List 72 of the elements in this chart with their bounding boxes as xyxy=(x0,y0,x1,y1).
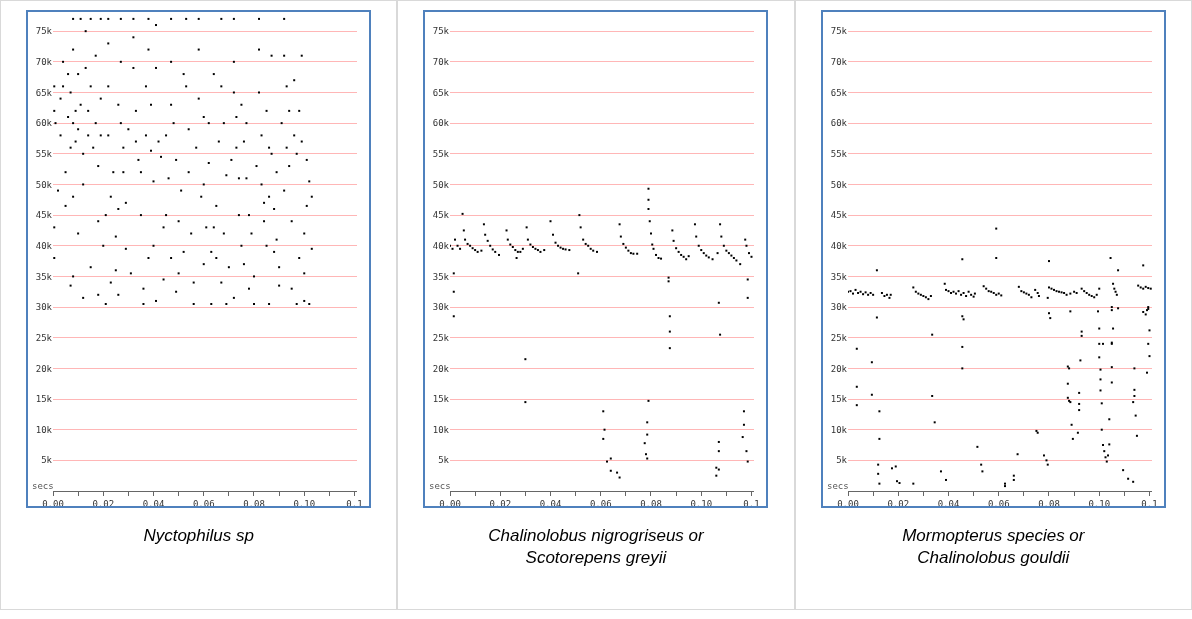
x-tick-label: 0.1 xyxy=(346,498,363,509)
y-tick-label: 35k xyxy=(35,271,53,282)
y-tick-label: 50k xyxy=(830,179,848,190)
y-tick-label: 50k xyxy=(433,179,450,190)
y-tick-label: 20k xyxy=(433,363,450,374)
y-tick-label: 30k xyxy=(433,302,450,313)
y-tick-label: 40k xyxy=(433,240,450,251)
x-tick-label: 0.06 xyxy=(987,498,1010,509)
y-tick-label: 60k xyxy=(433,118,450,129)
y-tick-label: 45k xyxy=(830,210,848,221)
y-tick-label: 25k xyxy=(433,332,450,343)
x-tick-label: 0.00 xyxy=(836,498,859,509)
y-tick-label: 60k xyxy=(830,118,848,129)
x-axis-title: secs xyxy=(826,481,849,491)
x-tick-label: 0.10 xyxy=(690,498,713,509)
y-tick-label: 15k xyxy=(830,394,848,405)
y-tick-label: 40k xyxy=(35,240,53,251)
x-axis-title: secs xyxy=(429,481,452,491)
x-tick-label: 0.04 xyxy=(142,498,165,509)
text: Chalinolobus nigrogriseus or Scotorepens greyii xyxy=(487,525,705,569)
x-axis-title: secs xyxy=(32,481,54,491)
y-tick-label: 60k xyxy=(35,118,53,129)
y-tick-label: 55k xyxy=(830,148,848,159)
y-tick-label: 45k xyxy=(35,210,53,221)
y-tick-label: 50k xyxy=(35,179,53,190)
y-tick-label: 10k xyxy=(35,424,53,435)
x-tick-label: 0.1 xyxy=(1141,498,1158,509)
y-tick-label: 25k xyxy=(35,332,53,343)
y-tick-label: 20k xyxy=(35,363,53,374)
y-tick-label: 55k xyxy=(35,148,53,159)
x-tick-label: 0.1 xyxy=(743,498,760,509)
y-tick-label: 70k xyxy=(35,56,53,67)
y-tick-label: 75k xyxy=(830,26,848,37)
x-tick-label: 0.08 xyxy=(1037,498,1060,509)
y-tick-label: 5k xyxy=(438,455,450,466)
text: Mormopterus species or Chalinolobus gouldii xyxy=(901,525,1086,569)
y-tick-label: 20k xyxy=(830,363,848,374)
y-tick-label: 30k xyxy=(35,302,53,313)
y-tick-label: 70k xyxy=(433,56,450,67)
x-tick-label: 0.02 xyxy=(887,498,909,509)
y-tick-label: 5k xyxy=(835,455,848,466)
y-tick-label: 35k xyxy=(830,271,848,282)
x-tick-label: 0.04 xyxy=(937,498,959,509)
y-tick-label: 55k xyxy=(433,148,450,159)
x-tick-label: 0.06 xyxy=(590,498,612,509)
x-tick-label: 0.04 xyxy=(539,498,562,509)
y-tick-label: 15k xyxy=(35,394,53,405)
x-tick-label: 0.02 xyxy=(92,498,115,509)
y-tick-label: 45k xyxy=(433,210,450,221)
y-tick-label: 10k xyxy=(830,424,848,435)
x-tick-label: 0.02 xyxy=(489,498,512,509)
x-tick-label: 0.06 xyxy=(192,498,215,509)
y-tick-label: 65k xyxy=(830,87,848,98)
y-tick-label: 65k xyxy=(433,87,450,98)
y-tick-label: 65k xyxy=(35,87,53,98)
x-tick-label: 0.00 xyxy=(439,498,462,509)
y-tick-label: 70k xyxy=(830,56,848,67)
y-tick-label: 40k xyxy=(830,240,848,251)
y-tick-label: 10k xyxy=(433,424,450,435)
x-tick-label: 0.10 xyxy=(293,498,316,509)
y-tick-label: 75k xyxy=(433,26,450,37)
y-tick-label: 15k xyxy=(433,394,450,405)
y-tick-label: 25k xyxy=(830,332,848,343)
x-tick-label: 0.08 xyxy=(640,498,663,509)
y-tick-label: 5k xyxy=(41,455,53,466)
y-tick-label: 75k xyxy=(35,26,53,37)
x-tick-label: 0.08 xyxy=(243,498,265,509)
y-tick-label: 35k xyxy=(433,271,450,282)
y-tick-label: 30k xyxy=(830,302,848,313)
x-tick-label: 0.00 xyxy=(42,498,64,509)
text: Nyctophilus sp xyxy=(142,525,255,547)
x-tick-label: 0.10 xyxy=(1088,498,1110,509)
